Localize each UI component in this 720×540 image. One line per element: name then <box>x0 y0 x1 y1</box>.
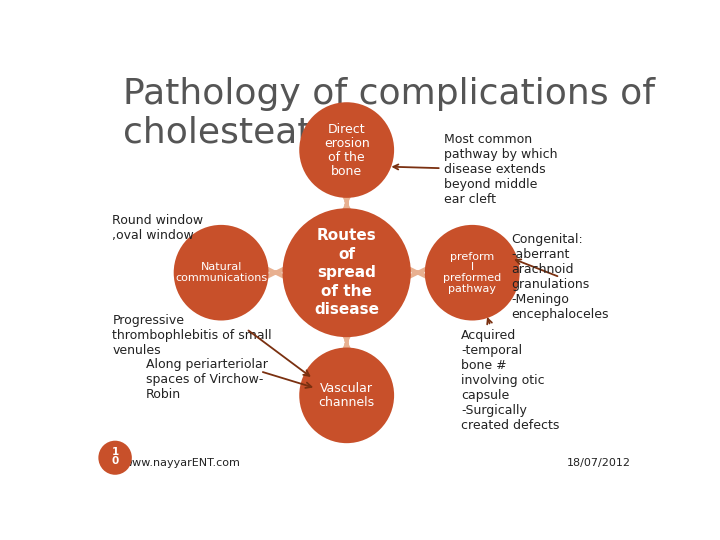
Text: Most common
pathway by which
disease extends
beyond middle
ear cleft: Most common pathway by which disease ext… <box>393 133 558 206</box>
Text: 1
0: 1 0 <box>112 447 119 466</box>
Ellipse shape <box>282 208 411 337</box>
Text: Progressive
thrombophlebitis of small
venules: Progressive thrombophlebitis of small ve… <box>112 314 272 357</box>
Text: Direct
erosion
of the
bone: Direct erosion of the bone <box>324 123 369 178</box>
Text: Vascular
channels: Vascular channels <box>319 382 374 409</box>
Text: Round window
,oval window: Round window ,oval window <box>112 214 204 242</box>
Text: Congenital:
-aberrant
arachnoid
granulations
-Meningo
encephaloceles: Congenital: -aberrant arachnoid granulat… <box>511 233 609 321</box>
Text: Pathology of complications of
cholesteatoma: Pathology of complications of cholesteat… <box>124 77 655 150</box>
Text: Along periarteriolar
spaces of Virchow-
Robin: Along periarteriolar spaces of Virchow- … <box>145 358 268 401</box>
Text: Acquired
-temporal
bone #
involving otic
capsule
-Surgically
created defects: Acquired -temporal bone # involving otic… <box>461 319 559 432</box>
Ellipse shape <box>174 225 269 321</box>
Text: Natural
communications: Natural communications <box>175 262 267 283</box>
Text: 18/07/2012: 18/07/2012 <box>567 458 631 468</box>
Ellipse shape <box>425 225 520 321</box>
Ellipse shape <box>300 102 394 198</box>
Text: www.nayyarENT.com: www.nayyarENT.com <box>124 458 240 468</box>
Ellipse shape <box>300 348 394 443</box>
Text: Routes
of
spread
of the
disease: Routes of spread of the disease <box>314 228 379 318</box>
Ellipse shape <box>99 441 132 475</box>
Text: preform
l
preformed
pathway: preform l preformed pathway <box>443 252 501 294</box>
